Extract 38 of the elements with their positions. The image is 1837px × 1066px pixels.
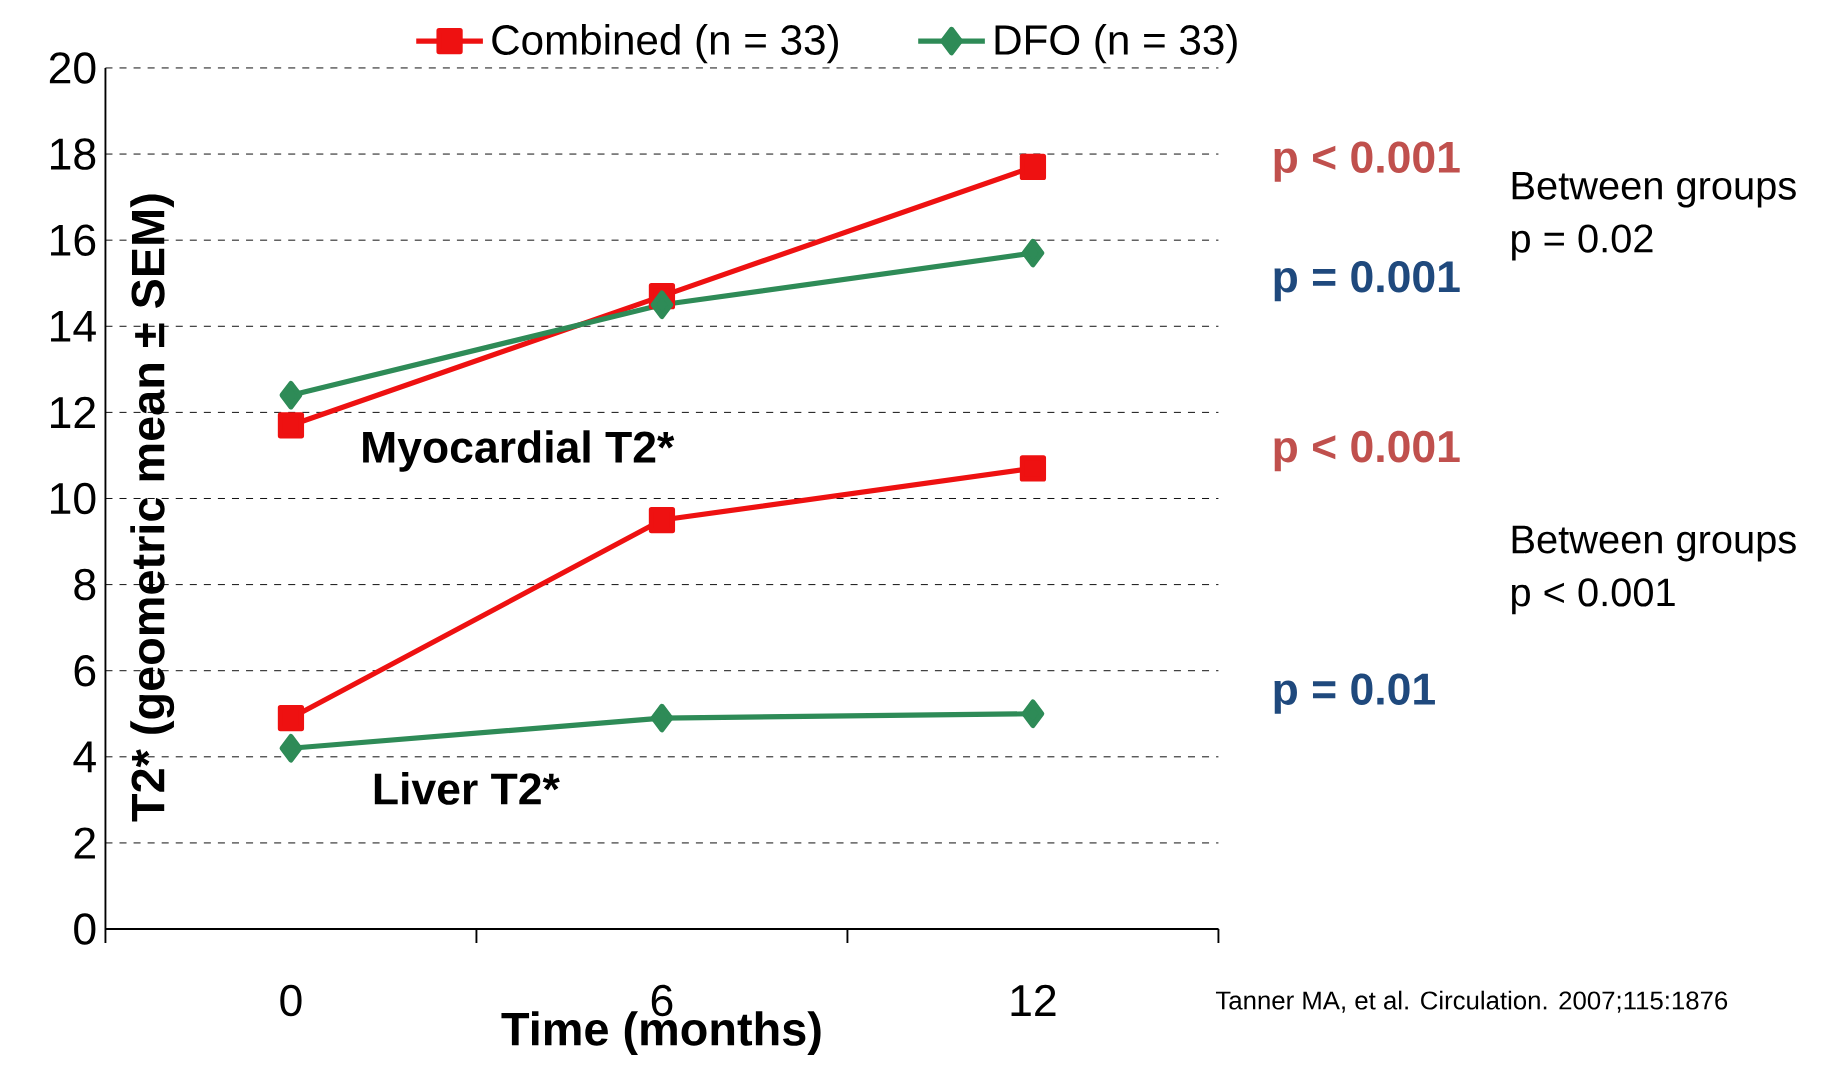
y-tick-label: 16 [51, 224, 96, 256]
text: Between groups [1512, 171, 1796, 208]
point [277, 704, 305, 732]
x-tick-label: 0 [280, 984, 302, 1017]
point [650, 703, 674, 733]
y-tick-label: 12 [51, 396, 95, 428]
y-tick-label: 8 [74, 568, 96, 601]
y-tick-label: 4 [73, 741, 96, 773]
annotation: Liver T2* [374, 772, 560, 805]
y-axis-title: T2* (geometric mean ± SEM) [130, 194, 175, 822]
text: p = 0.02 [1512, 224, 1653, 261]
legend-label: DFO (n = 33) [995, 23, 1237, 64]
y-tick-label: 6 [74, 654, 96, 687]
text: p < 0.001 [1512, 578, 1675, 615]
y-tick-label: 14 [51, 310, 96, 342]
point [650, 290, 674, 319]
y-tick-label: 0 [74, 913, 96, 945]
point [1021, 699, 1045, 729]
y-tick-label: 2 [74, 827, 95, 859]
text: p < 0.001 [1274, 141, 1460, 182]
y-tick-label: 18 [51, 138, 96, 170]
point [648, 506, 676, 534]
text: Tanner MA, et al. Circulation. 2007;115:1876 [1215, 990, 1728, 1013]
y-tick-label: 20 [49, 52, 96, 84]
y-tick-label: 10 [51, 482, 96, 515]
point [277, 412, 305, 439]
text: p = 0.01 [1274, 673, 1435, 714]
text: p < 0.001 [1274, 430, 1460, 472]
text: p = 0.001 [1274, 260, 1460, 302]
annotation: Myocardial T2* [363, 430, 675, 472]
text: Between groups [1512, 525, 1796, 562]
point [279, 380, 303, 410]
x-tick-label: 12 [1011, 984, 1056, 1016]
point [1019, 153, 1047, 181]
point [279, 733, 303, 763]
point [1019, 455, 1047, 482]
legend-label: Combined (n = 33) [492, 23, 838, 64]
point [1021, 238, 1045, 268]
